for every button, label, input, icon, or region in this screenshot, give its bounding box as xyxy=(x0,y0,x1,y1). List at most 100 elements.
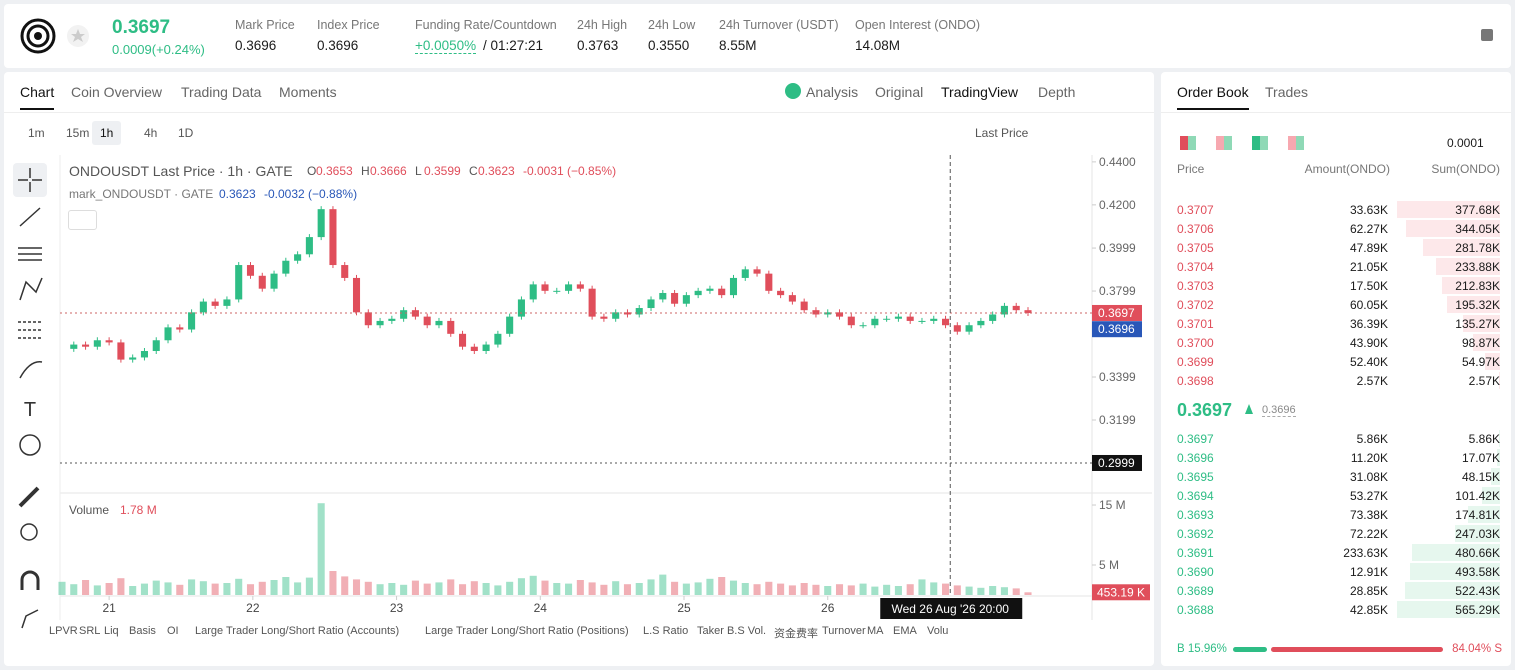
candle xyxy=(82,344,90,347)
ob-tab[interactable]: Order Book xyxy=(1177,84,1249,110)
candle xyxy=(364,312,372,326)
candle xyxy=(305,237,313,255)
ob-view[interactable] xyxy=(1252,136,1268,150)
volume-bar xyxy=(58,581,66,595)
indicator[interactable]: MA xyxy=(867,625,884,637)
interval[interactable]: 1D xyxy=(178,126,194,140)
mark-change: -0.0032 (−0.88%) xyxy=(264,187,358,201)
indicator[interactable]: Turnover xyxy=(822,625,866,637)
legend-change: -0.0031 (−0.85%) xyxy=(523,164,617,178)
ob-price: 0.3701 xyxy=(1177,317,1214,331)
candle xyxy=(517,299,525,317)
ob-amount: 42.85K xyxy=(1349,603,1388,617)
indicator[interactable]: LPVR xyxy=(49,625,78,637)
volume-bar xyxy=(305,577,313,595)
ob-view[interactable] xyxy=(1180,136,1196,150)
candle xyxy=(682,295,690,304)
ob-tab[interactable]: Trades xyxy=(1265,84,1309,100)
indicator[interactable]: Basis xyxy=(129,625,156,637)
candle xyxy=(529,284,537,300)
chart-tab[interactable]: Moments xyxy=(279,84,337,100)
ob-view[interactable] xyxy=(1288,136,1304,150)
view-tab[interactable]: TradingView xyxy=(941,84,1019,100)
indicator[interactable]: L.S Ratio xyxy=(643,625,689,637)
indicator[interactable]: OI xyxy=(167,625,179,637)
ob-price: 0.3692 xyxy=(1177,527,1214,541)
ob-col: Amount(ONDO) xyxy=(1304,162,1390,176)
depth-bar xyxy=(1404,582,1500,599)
chart-tab[interactable]: Coin Overview xyxy=(71,84,163,100)
ob-precision[interactable]: 0.0001 xyxy=(1447,136,1484,150)
candle xyxy=(199,301,207,313)
volume-bar xyxy=(600,584,608,595)
volume-bar xyxy=(694,582,702,595)
ob-price: 0.3689 xyxy=(1177,584,1214,598)
view-tab[interactable]: Depth xyxy=(1038,84,1076,100)
ob-sum: 17.07K xyxy=(1461,451,1500,465)
indicator[interactable]: 资金费率 xyxy=(774,628,818,640)
interval[interactable]: 15m xyxy=(66,126,90,140)
indicator[interactable]: EMA xyxy=(893,625,917,637)
ob-amount: 5.86K xyxy=(1356,432,1388,446)
ob-price: 0.3695 xyxy=(1177,470,1214,484)
collapse-legend xyxy=(68,210,97,230)
chart-tab[interactable]: Chart xyxy=(20,84,55,110)
analysis-icon xyxy=(785,83,801,99)
last-price-label: 0.3697 xyxy=(1098,306,1135,320)
volume-bar xyxy=(729,580,738,595)
candle xyxy=(482,344,490,352)
candle xyxy=(400,310,408,319)
ohlc-key: C xyxy=(469,164,478,178)
indicator[interactable]: Large Trader Long/Short Ratio (Positions… xyxy=(425,625,629,637)
indicator[interactable]: SRL xyxy=(79,625,101,637)
depth-bar xyxy=(1491,468,1500,485)
interval[interactable]: 1h xyxy=(92,121,122,145)
indicator[interactable]: Large Trader Long/Short Ratio (Accounts) xyxy=(195,625,400,637)
ob-price: 0.3697 xyxy=(1177,432,1214,446)
candle xyxy=(105,340,113,343)
ob-price: 0.3693 xyxy=(1177,508,1214,522)
indicator[interactable]: Taker B.S Vol. xyxy=(697,625,767,637)
volume-bar xyxy=(859,583,867,595)
volume-bar xyxy=(671,581,679,595)
candle xyxy=(977,320,985,326)
ob-sum: 480.66K xyxy=(1455,546,1500,560)
volume-bar xyxy=(647,579,655,595)
view-tab[interactable]: Analysis xyxy=(806,84,859,100)
ob-sum: 522.43K xyxy=(1455,584,1500,598)
note-icon[interactable] xyxy=(1480,28,1494,42)
ob-sum: 565.29K xyxy=(1455,603,1500,617)
favorite-star[interactable] xyxy=(66,24,90,48)
volume-bar xyxy=(341,576,349,595)
stat-label: Open Interest (ONDO) xyxy=(855,18,981,32)
ob-view[interactable] xyxy=(1216,136,1232,150)
interval[interactable]: 1m xyxy=(28,126,45,140)
price-source[interactable]: Last Price xyxy=(975,126,1029,140)
ob-sum: 98.87K xyxy=(1461,336,1500,350)
ob-col: Price xyxy=(1177,162,1205,176)
candle xyxy=(352,277,361,313)
candle xyxy=(341,265,349,278)
indicator[interactable]: Liq xyxy=(104,625,119,637)
chart-tab[interactable]: Trading Data xyxy=(181,84,262,100)
volume-bar xyxy=(847,585,855,595)
interval[interactable]: 4h xyxy=(144,126,158,140)
candle xyxy=(965,325,973,332)
depth-bar xyxy=(1412,544,1500,561)
ob-amount: 233.63K xyxy=(1343,546,1388,560)
candle xyxy=(447,320,455,334)
ohlc-key: H xyxy=(361,164,370,178)
volume-bar xyxy=(835,584,844,595)
crosshair-x-tag xyxy=(880,598,1023,619)
ob-sum: 5.86K xyxy=(1468,432,1500,446)
candle xyxy=(647,299,655,309)
indicator[interactable]: Volu xyxy=(927,625,949,637)
view-tab[interactable]: Original xyxy=(875,84,924,100)
volume-bar xyxy=(400,584,408,595)
candle xyxy=(270,273,278,289)
candle xyxy=(894,316,902,319)
ob-sum: 377.68K xyxy=(1455,203,1500,217)
stat-value: 14.08M xyxy=(855,38,901,53)
ob-price: 0.3696 xyxy=(1177,451,1214,465)
mark-value: 0.3623 xyxy=(219,187,256,201)
